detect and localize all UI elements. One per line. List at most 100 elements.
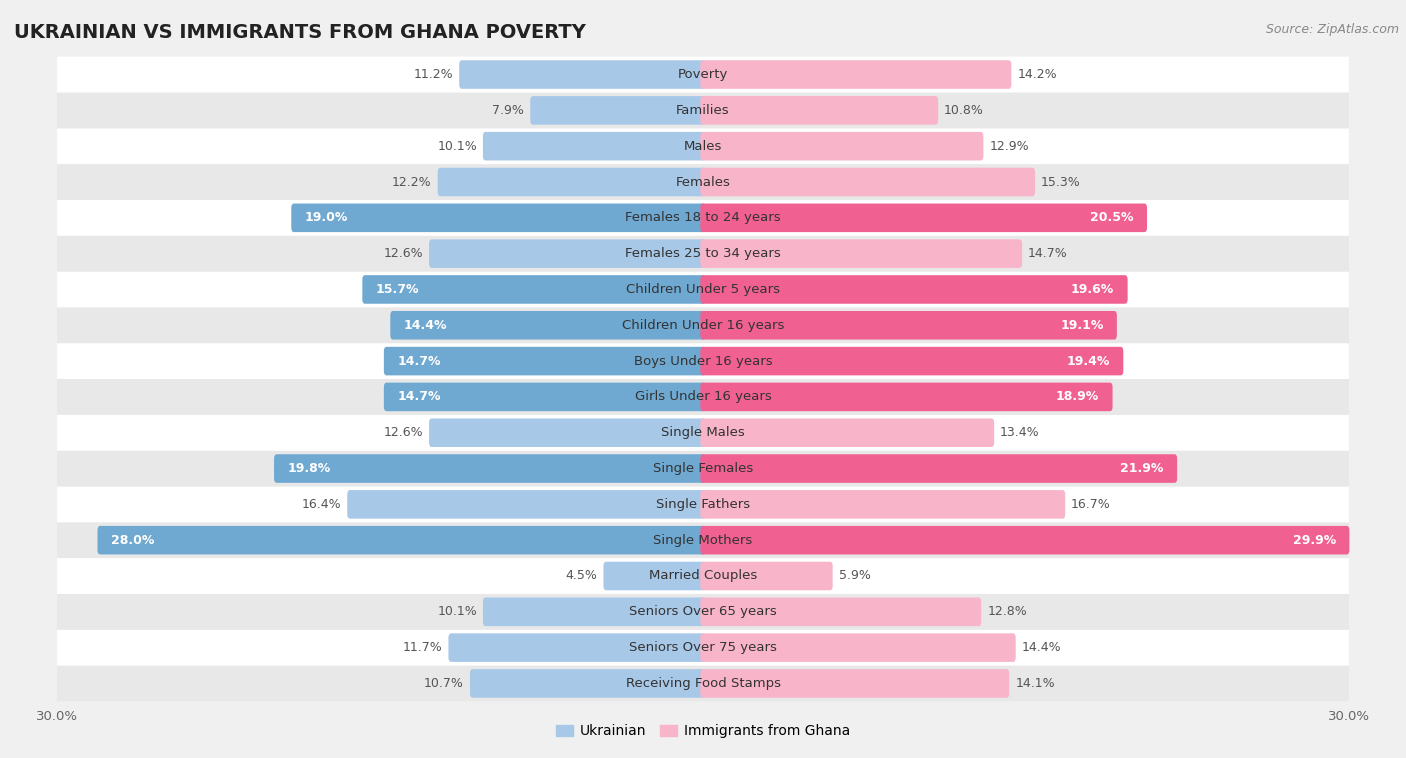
FancyBboxPatch shape [700,240,1022,268]
Text: 14.7%: 14.7% [398,355,441,368]
Text: 7.9%: 7.9% [492,104,524,117]
Text: Children Under 5 years: Children Under 5 years [626,283,780,296]
FancyBboxPatch shape [700,275,1128,304]
Text: 11.7%: 11.7% [402,641,443,654]
FancyBboxPatch shape [58,236,1348,271]
Text: 12.6%: 12.6% [384,247,423,260]
Text: Single Fathers: Single Fathers [657,498,749,511]
FancyBboxPatch shape [700,418,994,447]
FancyBboxPatch shape [58,92,1348,128]
FancyBboxPatch shape [700,168,1035,196]
Text: Girls Under 16 years: Girls Under 16 years [634,390,772,403]
Text: Females: Females [675,176,731,189]
Text: Single Males: Single Males [661,426,745,439]
Text: 18.9%: 18.9% [1056,390,1099,403]
FancyBboxPatch shape [58,451,1348,487]
Text: 16.7%: 16.7% [1071,498,1111,511]
Text: Married Couples: Married Couples [650,569,756,582]
FancyBboxPatch shape [700,634,1015,662]
Text: Seniors Over 75 years: Seniors Over 75 years [628,641,778,654]
FancyBboxPatch shape [482,132,706,161]
FancyBboxPatch shape [274,454,706,483]
FancyBboxPatch shape [700,490,1066,518]
Text: 21.9%: 21.9% [1121,462,1164,475]
Text: 14.2%: 14.2% [1018,68,1057,81]
Text: 13.4%: 13.4% [1000,426,1039,439]
FancyBboxPatch shape [291,204,706,232]
FancyBboxPatch shape [429,418,706,447]
Text: 12.2%: 12.2% [392,176,432,189]
FancyBboxPatch shape [700,132,983,161]
FancyBboxPatch shape [470,669,706,697]
Text: Families: Families [676,104,730,117]
Text: 10.1%: 10.1% [437,139,477,152]
Text: Single Females: Single Females [652,462,754,475]
FancyBboxPatch shape [700,454,1177,483]
FancyBboxPatch shape [700,96,938,124]
Text: Females 18 to 24 years: Females 18 to 24 years [626,211,780,224]
Text: 11.2%: 11.2% [413,68,453,81]
FancyBboxPatch shape [700,526,1350,554]
Text: 28.0%: 28.0% [111,534,155,547]
FancyBboxPatch shape [384,383,706,411]
FancyBboxPatch shape [449,634,706,662]
FancyBboxPatch shape [58,271,1348,307]
FancyBboxPatch shape [97,526,706,554]
Text: UKRAINIAN VS IMMIGRANTS FROM GHANA POVERTY: UKRAINIAN VS IMMIGRANTS FROM GHANA POVER… [14,23,586,42]
FancyBboxPatch shape [530,96,706,124]
FancyBboxPatch shape [58,558,1348,594]
Text: 10.8%: 10.8% [945,104,984,117]
Text: 12.8%: 12.8% [987,606,1026,619]
Text: Females 25 to 34 years: Females 25 to 34 years [626,247,780,260]
FancyBboxPatch shape [700,311,1116,340]
FancyBboxPatch shape [58,594,1348,630]
FancyBboxPatch shape [58,630,1348,666]
Text: 19.1%: 19.1% [1060,319,1104,332]
Text: 14.7%: 14.7% [398,390,441,403]
Text: 19.0%: 19.0% [305,211,349,224]
Text: 14.7%: 14.7% [1028,247,1067,260]
Text: 16.4%: 16.4% [302,498,342,511]
Text: 19.6%: 19.6% [1071,283,1114,296]
FancyBboxPatch shape [460,61,706,89]
FancyBboxPatch shape [429,240,706,268]
Text: Children Under 16 years: Children Under 16 years [621,319,785,332]
FancyBboxPatch shape [58,415,1348,451]
Text: 10.7%: 10.7% [425,677,464,690]
Text: 5.9%: 5.9% [838,569,870,582]
FancyBboxPatch shape [58,164,1348,200]
FancyBboxPatch shape [391,311,706,340]
Text: Seniors Over 65 years: Seniors Over 65 years [628,606,778,619]
FancyBboxPatch shape [58,522,1348,558]
FancyBboxPatch shape [482,597,706,626]
FancyBboxPatch shape [700,347,1123,375]
Text: 10.1%: 10.1% [437,606,477,619]
Text: Receiving Food Stamps: Receiving Food Stamps [626,677,780,690]
Text: 14.1%: 14.1% [1015,677,1054,690]
Text: 12.6%: 12.6% [384,426,423,439]
FancyBboxPatch shape [603,562,706,590]
FancyBboxPatch shape [363,275,706,304]
Text: 14.4%: 14.4% [404,319,447,332]
Text: 4.5%: 4.5% [565,569,598,582]
Legend: Ukrainian, Immigrants from Ghana: Ukrainian, Immigrants from Ghana [551,719,855,744]
FancyBboxPatch shape [700,597,981,626]
FancyBboxPatch shape [347,490,706,518]
FancyBboxPatch shape [58,343,1348,379]
FancyBboxPatch shape [58,487,1348,522]
Text: Boys Under 16 years: Boys Under 16 years [634,355,772,368]
FancyBboxPatch shape [58,128,1348,164]
FancyBboxPatch shape [437,168,706,196]
FancyBboxPatch shape [58,666,1348,701]
FancyBboxPatch shape [58,379,1348,415]
Text: 15.3%: 15.3% [1040,176,1081,189]
Text: 19.8%: 19.8% [287,462,330,475]
FancyBboxPatch shape [700,562,832,590]
Text: 12.9%: 12.9% [990,139,1029,152]
FancyBboxPatch shape [58,307,1348,343]
Text: 14.4%: 14.4% [1022,641,1062,654]
Text: 15.7%: 15.7% [375,283,419,296]
FancyBboxPatch shape [700,383,1112,411]
Text: Males: Males [683,139,723,152]
Text: Source: ZipAtlas.com: Source: ZipAtlas.com [1265,23,1399,36]
